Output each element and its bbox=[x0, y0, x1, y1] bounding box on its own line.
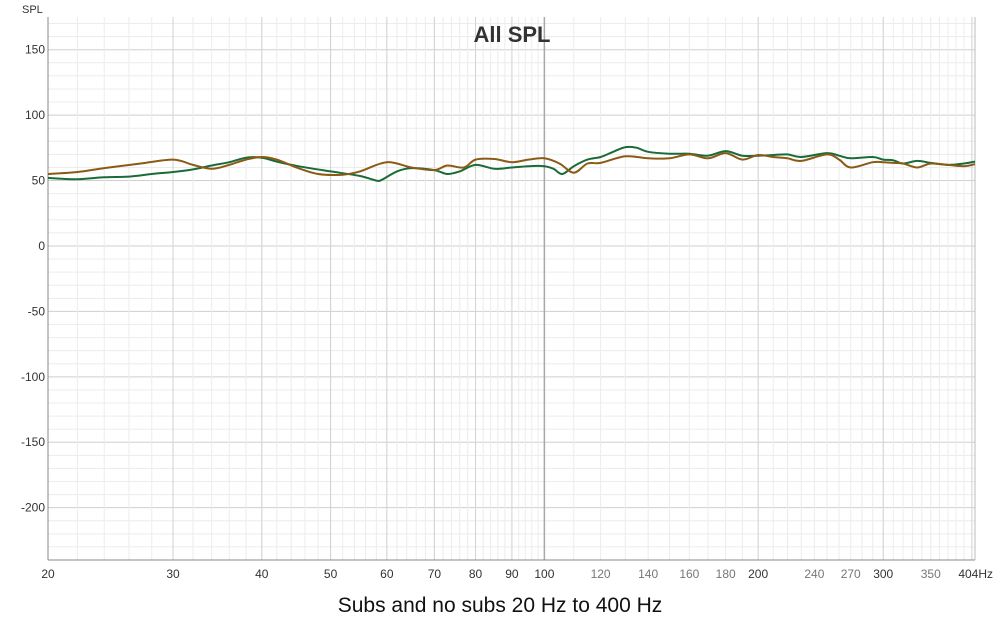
x-tick-label-last: 404Hz bbox=[958, 567, 993, 581]
x-tick-label: 80 bbox=[469, 567, 483, 581]
x-tick-label-minor: 160 bbox=[679, 567, 699, 581]
x-tick-label-minor: 350 bbox=[921, 567, 941, 581]
y-tick-label: 100 bbox=[25, 108, 45, 122]
x-tick-label: 50 bbox=[324, 567, 338, 581]
x-tick-label: 30 bbox=[166, 567, 180, 581]
x-tick-labels: 20 30 40 50 60 70 80 90 100 200 300 120 140 160 180 240… bbox=[41, 567, 993, 581]
x-tick-label: 70 bbox=[428, 567, 442, 581]
series-line-1 bbox=[47, 145, 976, 183]
x-tick-label: 100 bbox=[534, 567, 554, 581]
x-tick-label: 90 bbox=[505, 567, 519, 581]
grid bbox=[47, 17, 975, 561]
x-tick-label: 200 bbox=[748, 567, 768, 581]
y-tick-label: 0 bbox=[38, 239, 45, 253]
series-line-2 bbox=[47, 152, 976, 176]
chart-title: All SPL bbox=[473, 22, 550, 47]
axes bbox=[47, 17, 976, 561]
y-tick-label: -100 bbox=[21, 370, 45, 384]
x-tick-label: 300 bbox=[873, 567, 893, 581]
x-tick-label-minor: 180 bbox=[716, 567, 736, 581]
y-axis-label: SPL bbox=[22, 4, 43, 16]
x-tick-label: 40 bbox=[255, 567, 269, 581]
y-tick-label: 50 bbox=[32, 174, 46, 188]
x-tick-label-minor: 140 bbox=[638, 567, 658, 581]
y-tick-label: -150 bbox=[21, 435, 45, 449]
y-tick-label: -50 bbox=[28, 304, 46, 318]
x-tick-label-minor: 270 bbox=[841, 567, 861, 581]
caption: Subs and no subs 20 Hz to 400 Hz bbox=[337, 594, 663, 617]
y-tick-label: 150 bbox=[25, 43, 45, 57]
x-tick-label: 60 bbox=[380, 567, 394, 581]
spl-chart: 150 100 50 0 -50 -100 -150 -200 20 30 40 50 60 70 80 9… bbox=[21, 4, 993, 581]
y-tick-label: -200 bbox=[21, 501, 45, 515]
series-lines bbox=[47, 145, 976, 183]
x-tick-label: 20 bbox=[41, 567, 55, 581]
x-tick-label-minor: 120 bbox=[591, 567, 611, 581]
x-tick-label-minor: 240 bbox=[804, 567, 824, 581]
y-tick-labels: 150 100 50 0 -50 -100 -150 -200 bbox=[21, 43, 45, 515]
